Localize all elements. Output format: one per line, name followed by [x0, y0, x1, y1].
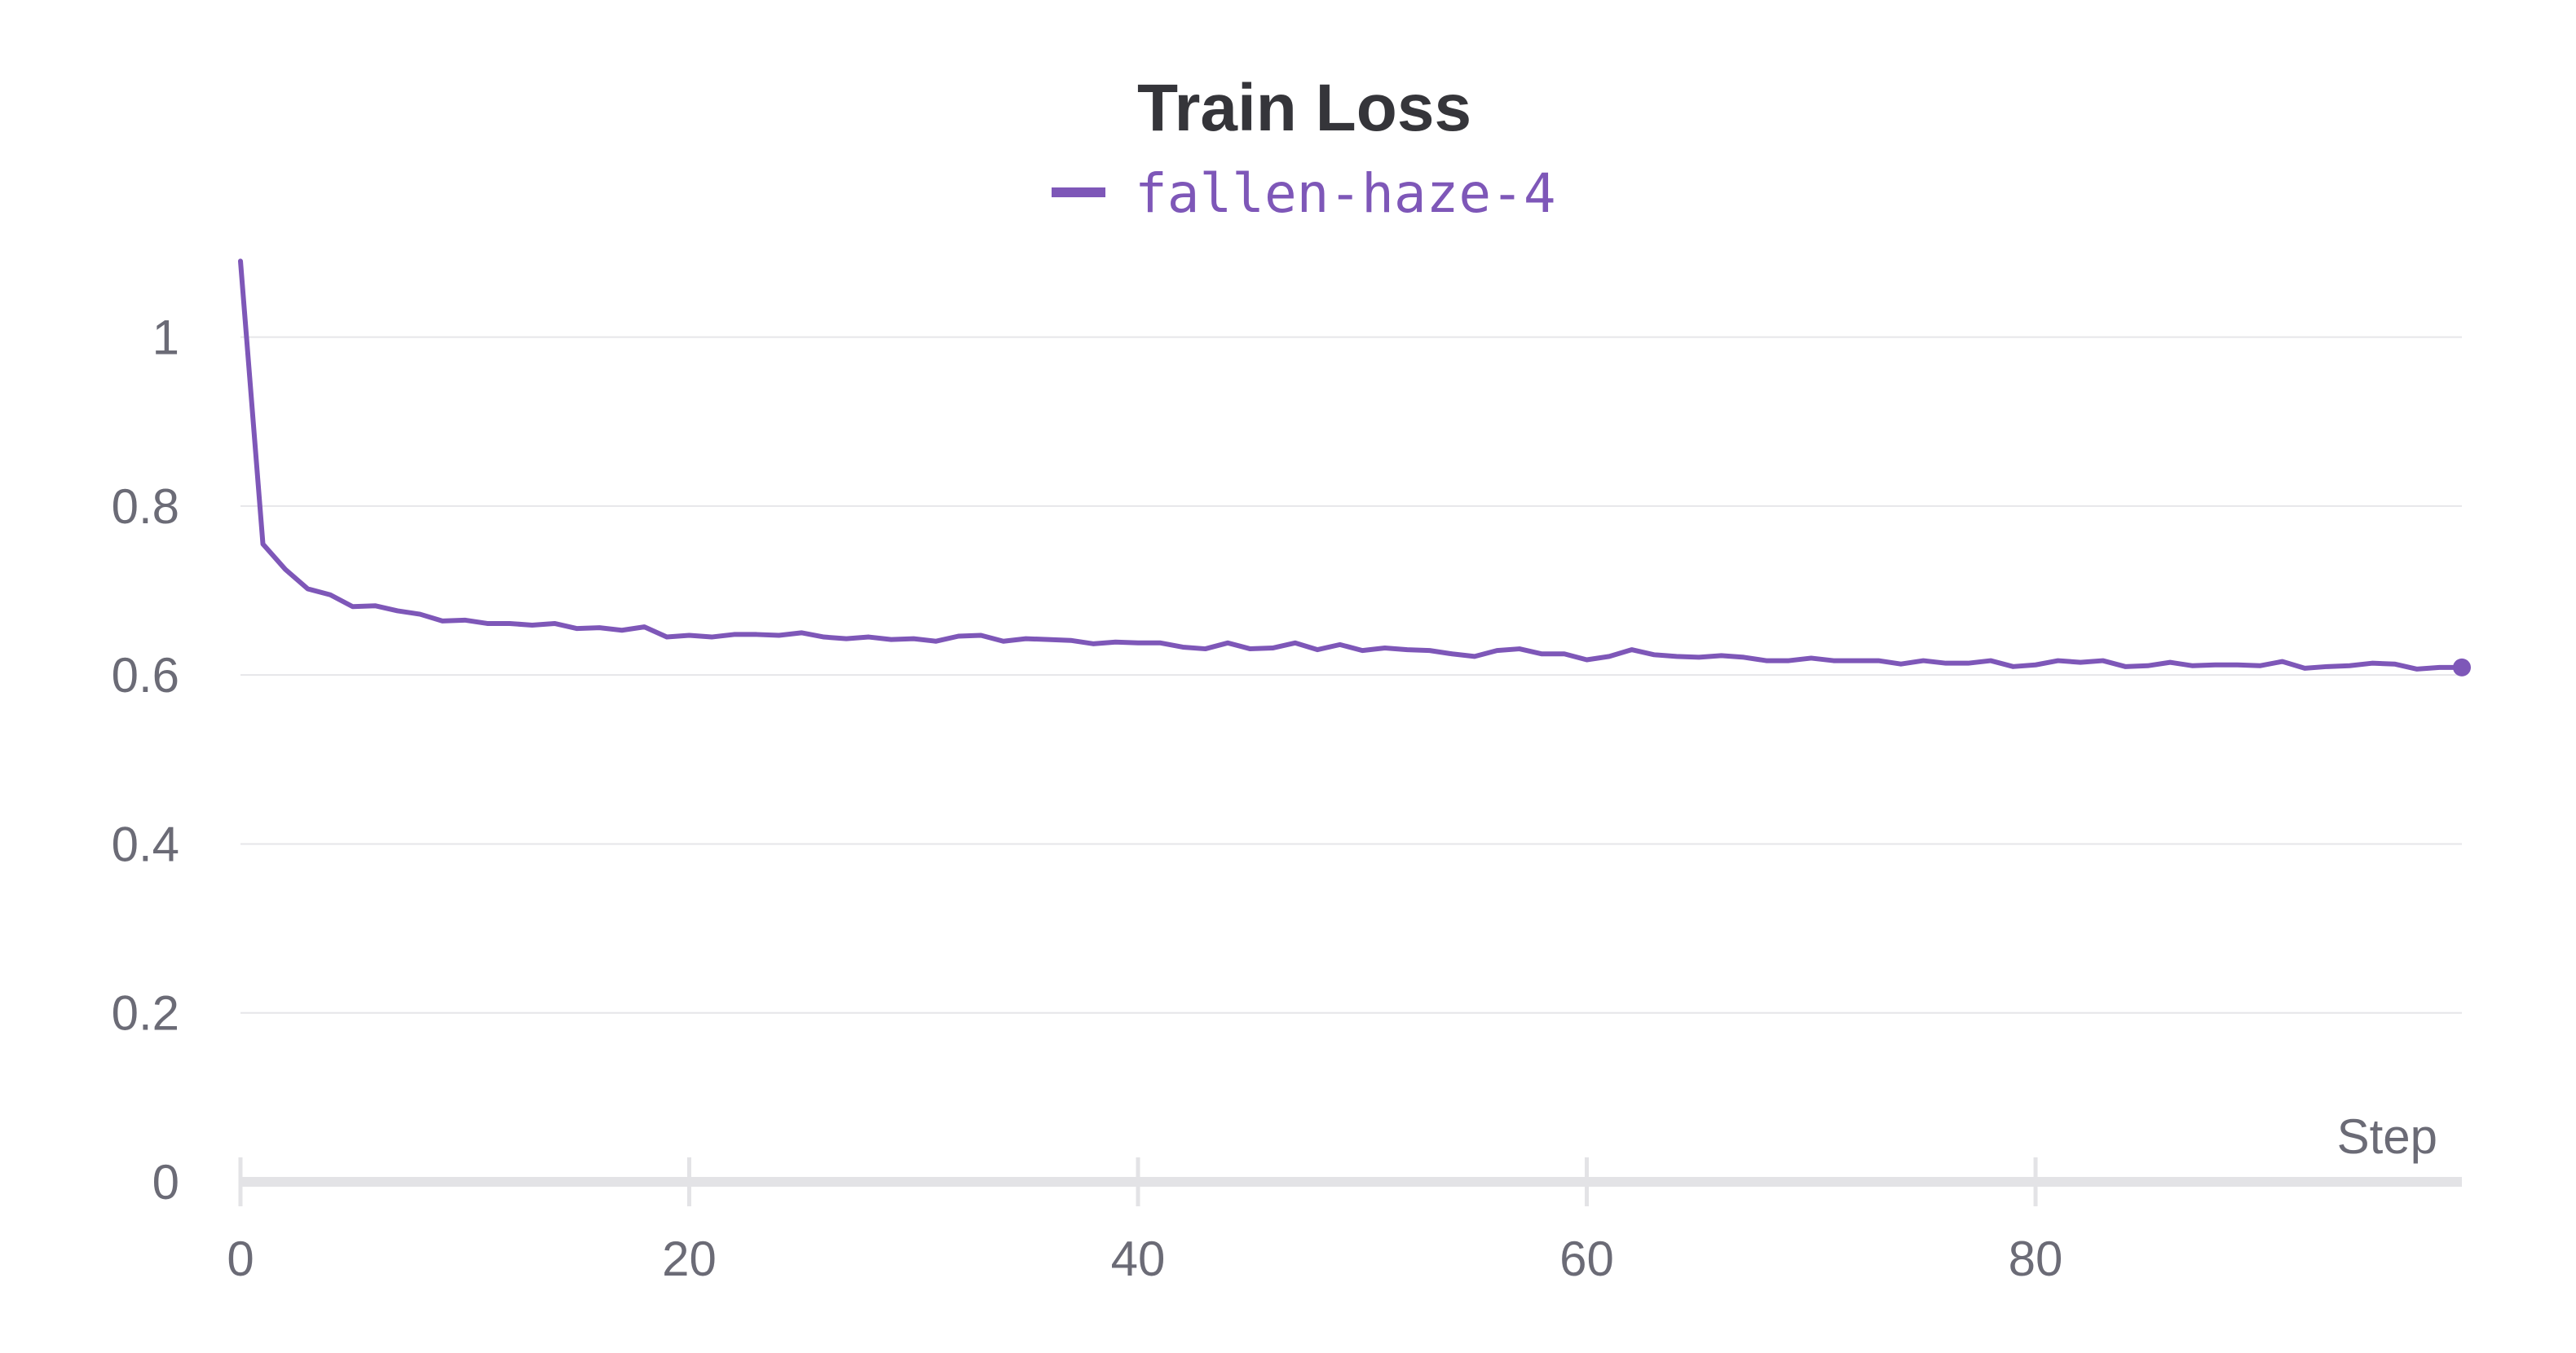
- grid: [240, 336, 2462, 1014]
- series-endpoint-marker[interactable]: [2453, 658, 2471, 676]
- y-tick-label: 0.4: [112, 817, 179, 871]
- y-tick-label: 0.8: [112, 479, 179, 534]
- series-line-fallen-haze-4[interactable]: [238, 258, 2464, 672]
- plot-area[interactable]: [238, 258, 2471, 676]
- chart-title: Train Loss: [1137, 71, 1471, 145]
- x-tick-label: 60: [1559, 1232, 1614, 1286]
- y-tick-label: 1: [152, 311, 179, 365]
- legend-label-fallen-haze-4: fallen-haze-4: [1135, 162, 1556, 225]
- y-tick-label: 0.2: [112, 986, 179, 1041]
- x-axis-title: Step: [2337, 1109, 2437, 1164]
- y-axis-ticks: 0 0.2 0.4 0.6 0.8 1: [112, 311, 179, 1210]
- x-tick-label: 0: [227, 1232, 254, 1286]
- y-tick-label: 0.6: [112, 648, 179, 703]
- x-axis-ticks: 0 20 40 60 80: [227, 1157, 2062, 1286]
- x-tick-label: 20: [662, 1232, 717, 1286]
- x-tick-label: 40: [1111, 1232, 1166, 1286]
- y-tick-label: 0: [152, 1155, 179, 1210]
- legend[interactable]: fallen-haze-4: [1052, 162, 1556, 225]
- x-tick-label: 80: [2009, 1232, 2063, 1286]
